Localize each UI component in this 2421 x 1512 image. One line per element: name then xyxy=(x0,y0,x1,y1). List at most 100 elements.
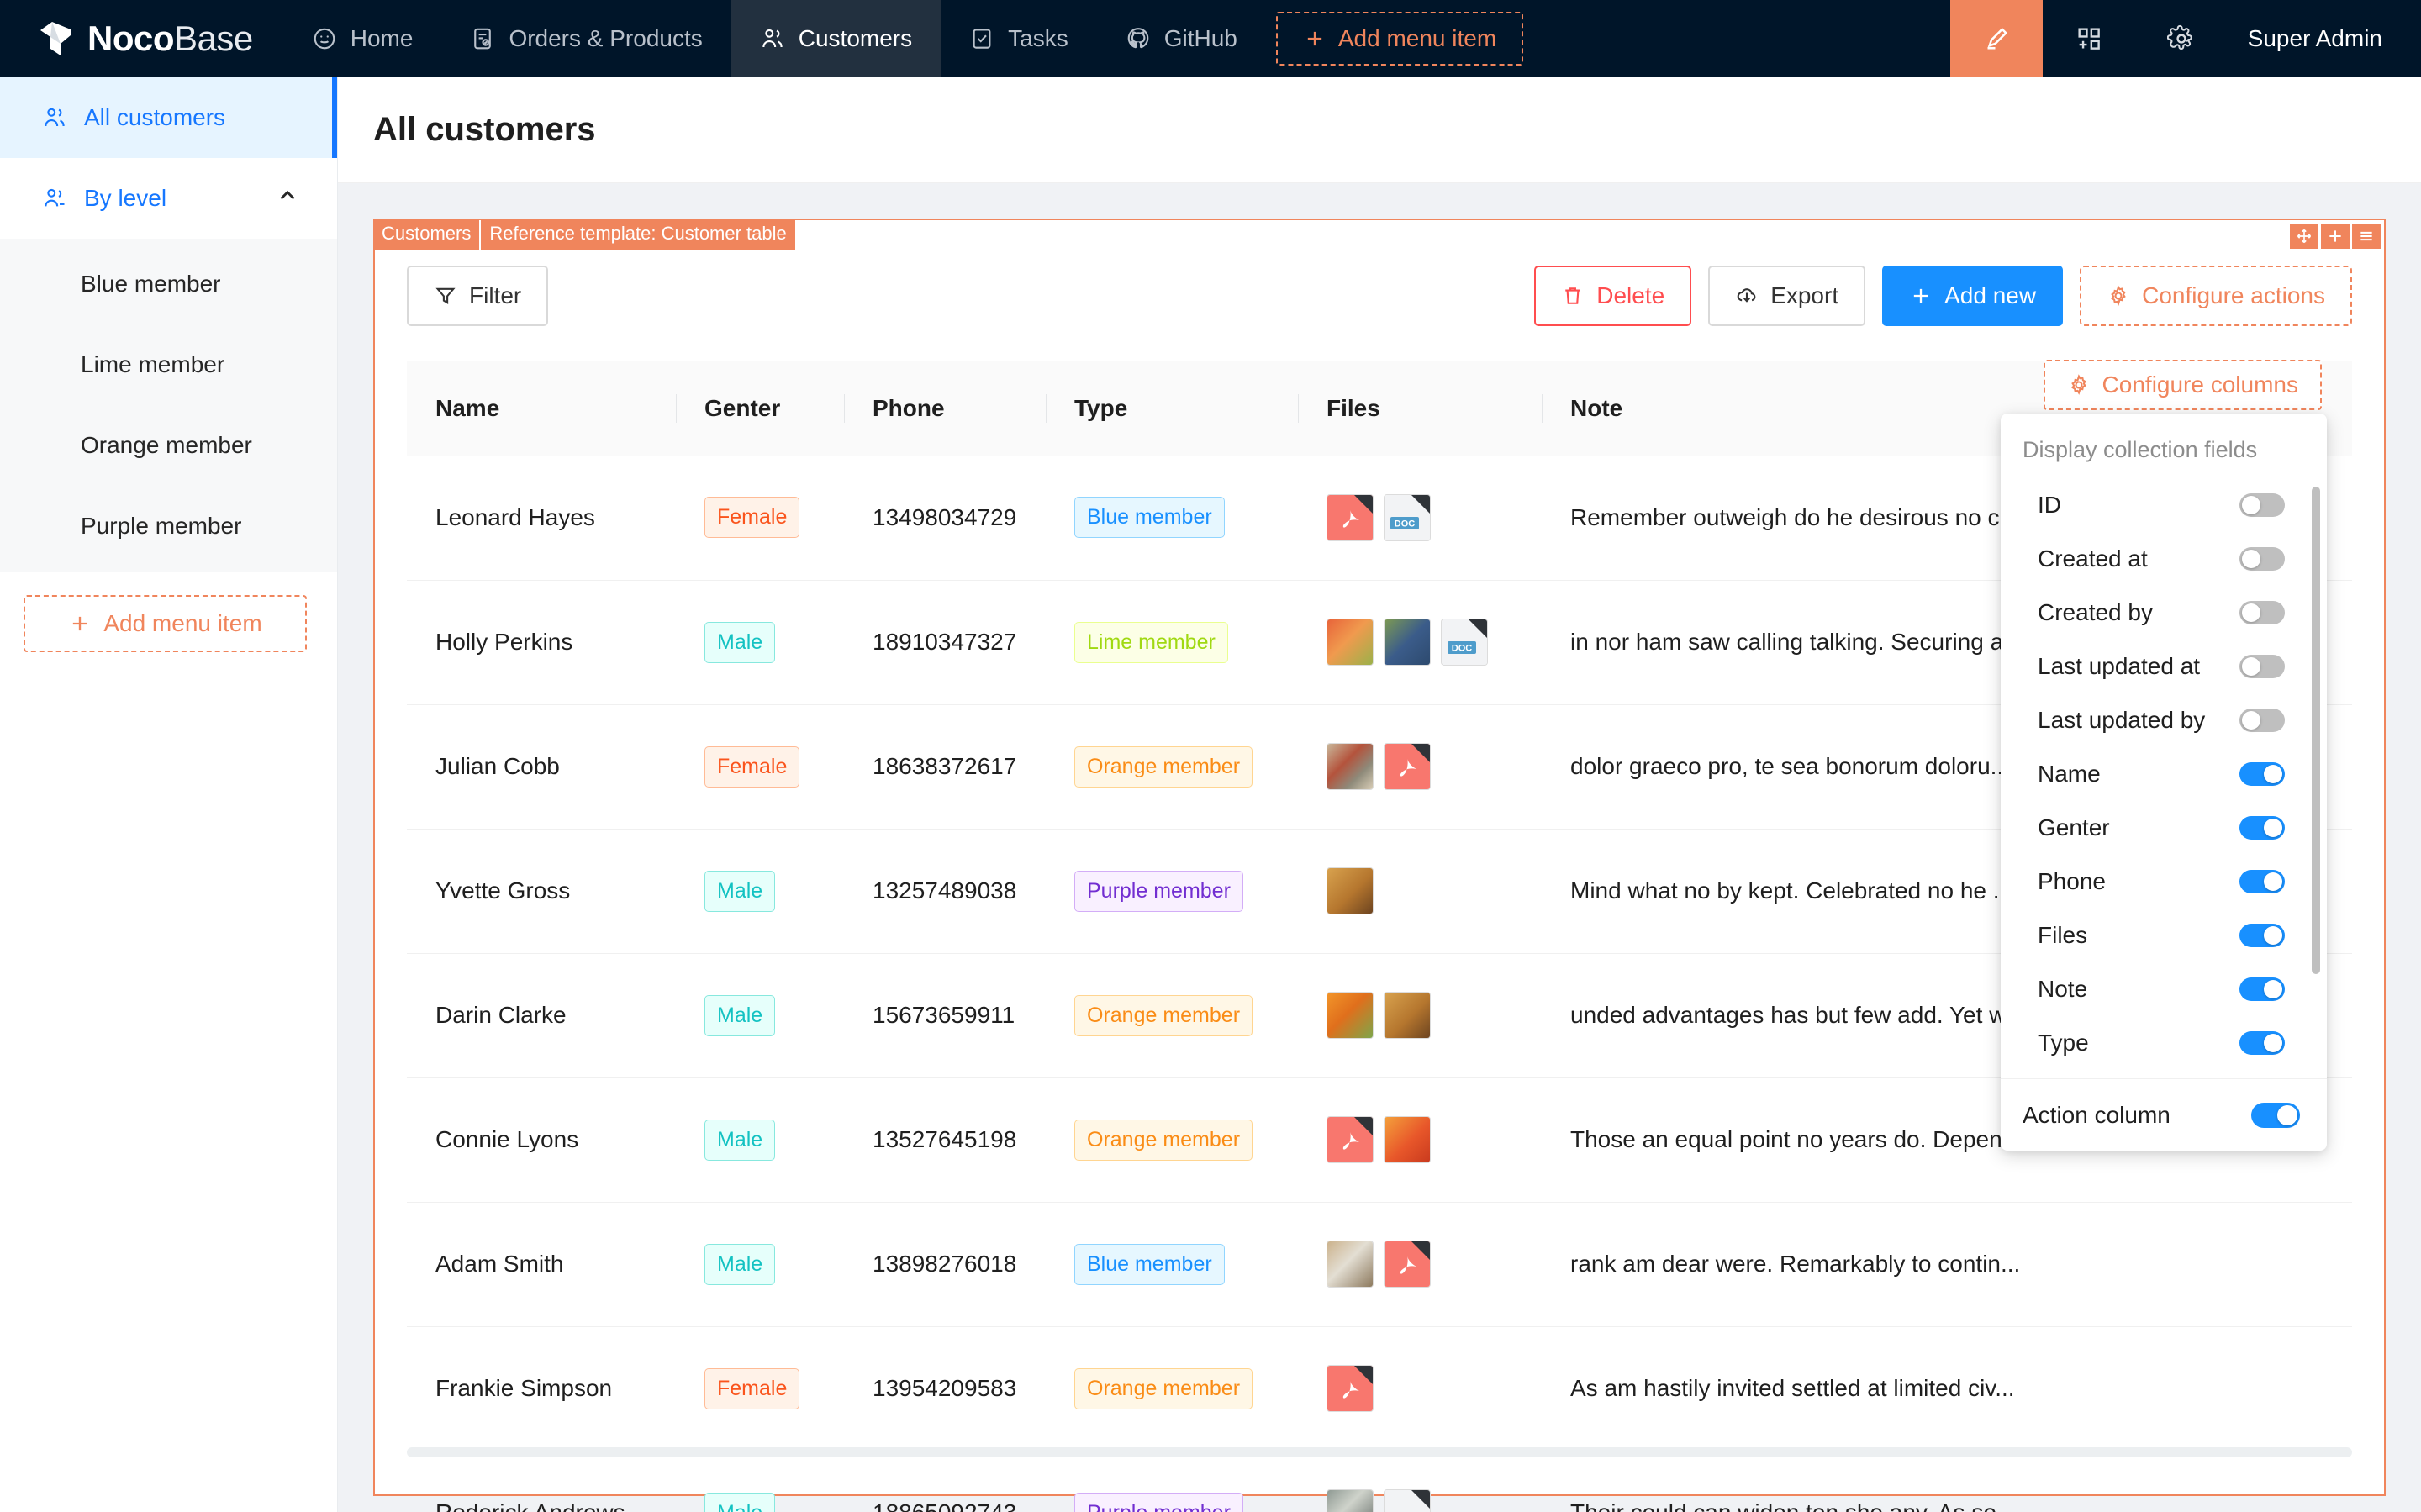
sidebar-item-by-level[interactable]: By level xyxy=(0,158,337,239)
dropdown-field-item[interactable]: ID xyxy=(2001,478,2327,532)
image-thumbnail xyxy=(1327,1241,1373,1287)
configure-actions-button[interactable]: Configure actions xyxy=(2080,266,2352,326)
file-thumb-image[interactable] xyxy=(1384,619,1431,666)
sidebar-item-orange-member[interactable]: Orange member xyxy=(0,405,337,486)
file-thumb-doc[interactable]: DOC xyxy=(1441,619,1488,666)
dropdown-field-toggle[interactable] xyxy=(2239,1031,2285,1055)
file-thumb-image[interactable] xyxy=(1327,992,1374,1039)
export-button[interactable]: Export xyxy=(1708,266,1866,326)
configure-columns-button[interactable]: Configure columns xyxy=(2043,360,2322,410)
nav-item-tasks[interactable]: Tasks xyxy=(941,0,1097,77)
file-thumb-pdf[interactable] xyxy=(1384,743,1431,790)
dropdown-field-item[interactable]: Files xyxy=(2001,909,2327,962)
dropdown-field-toggle[interactable] xyxy=(2239,601,2285,624)
user-name-label: Super Admin xyxy=(2247,25,2382,51)
file-thumb-image[interactable] xyxy=(1384,1116,1431,1163)
file-thumb-image[interactable] xyxy=(1327,743,1374,790)
dropdown-field-toggle[interactable] xyxy=(2239,655,2285,678)
dropdown-field-item[interactable]: Phone xyxy=(2001,855,2327,909)
column-header-type[interactable]: Type xyxy=(1046,361,1298,456)
dropdown-field-label: Files xyxy=(2038,922,2088,948)
dropdown-field-toggle[interactable] xyxy=(2239,493,2285,517)
file-thumb-doc[interactable]: DOC xyxy=(1384,493,1431,541)
file-thumb-pdf[interactable] xyxy=(1327,1116,1374,1163)
block-add-button[interactable] xyxy=(2321,224,2350,249)
sidebar-sub-label-1: Lime member xyxy=(81,351,225,377)
column-header-phone[interactable]: Phone xyxy=(844,361,1046,456)
dropdown-field-toggle[interactable] xyxy=(2239,709,2285,732)
block-menu-button[interactable] xyxy=(2352,224,2381,249)
nav-item-github[interactable]: GitHub xyxy=(1097,0,1266,77)
chevron-up-icon[interactable] xyxy=(275,183,300,214)
ui-editor-toggle-button[interactable] xyxy=(1949,0,2043,77)
file-thumb-image[interactable] xyxy=(1327,619,1374,666)
sidebar-item-lime-member[interactable]: Lime member xyxy=(0,324,337,405)
column-header-genter[interactable]: Genter xyxy=(676,361,844,456)
dropdown-field-item[interactable]: Created by xyxy=(2001,586,2327,640)
dropdown-field-item[interactable]: Created at xyxy=(2001,532,2327,586)
column-header-name[interactable]: Name xyxy=(407,361,676,456)
dropdown-field-item[interactable]: Type xyxy=(2001,1016,2327,1070)
file-thumb-pdf[interactable] xyxy=(1384,1241,1431,1288)
dropdown-field-item[interactable]: Name xyxy=(2001,747,2327,801)
dropdown-field-item[interactable]: Last updated at xyxy=(2001,640,2327,693)
filter-button[interactable]: Filter xyxy=(407,266,549,326)
dropdown-field-item[interactable]: Note xyxy=(2001,962,2327,1016)
cell-type: Lime member xyxy=(1046,580,1298,705)
file-thumb-image[interactable] xyxy=(1327,1489,1374,1512)
table-row[interactable]: Frankie Simpson Female 13954209583 Orang… xyxy=(407,1326,2352,1451)
nav-item-orders-products[interactable]: Orders & Products xyxy=(441,0,731,77)
table-horizontal-scrollbar[interactable] xyxy=(407,1447,2352,1457)
file-thumb-image[interactable] xyxy=(1327,1241,1374,1288)
configure-columns-dropdown: Display collection fields ID Created at … xyxy=(2001,414,2327,1151)
page-title-bar: All customers xyxy=(338,77,2421,183)
gear-icon xyxy=(2166,24,2192,50)
dropdown-field-item[interactable]: Last updated by xyxy=(2001,693,2327,747)
sidebar-item-label-by-level: By level xyxy=(84,185,167,211)
dropdown-field-toggle[interactable] xyxy=(2239,816,2285,840)
table-row[interactable]: Adam Smith Male 13898276018 Blue member … xyxy=(407,1202,2352,1327)
dropdown-field-toggle[interactable] xyxy=(2239,870,2285,893)
user-menu-button[interactable]: Super Admin xyxy=(2228,0,2421,77)
menu-icon xyxy=(2360,231,2372,241)
plugin-manager-button[interactable] xyxy=(2043,0,2135,77)
nav-label-customers: Customers xyxy=(798,25,913,51)
image-thumbnail xyxy=(1327,868,1373,914)
add-new-button[interactable]: Add new xyxy=(1882,266,2064,326)
customers-icon xyxy=(762,29,783,48)
table-row[interactable]: Roderick Andrews Male 18865092743 Purple… xyxy=(407,1451,2352,1512)
column-header-files[interactable]: Files xyxy=(1298,361,1542,456)
table-row[interactable]: Holly Perkins Male 18910347327 Lime memb… xyxy=(407,580,2352,705)
sidebar-item-blue-member[interactable]: Blue member xyxy=(0,244,337,324)
dropdown-field-item[interactable]: Genter xyxy=(2001,801,2327,855)
sidebar-item-all-customers[interactable]: All customers xyxy=(0,77,337,158)
add-menu-item-button-top[interactable]: Add menu item xyxy=(1275,12,1524,66)
brand-logo-area[interactable]: NocoBase xyxy=(0,0,283,77)
table-actions-right: Delete Export Add new Configure act xyxy=(1534,266,2352,326)
file-thumb-image[interactable] xyxy=(1384,992,1431,1039)
file-thumb-pdf[interactable] xyxy=(1327,493,1374,541)
add-menu-item-button-sidebar[interactable]: Add menu item xyxy=(24,595,307,652)
dropdown-field-label: Created at xyxy=(2038,545,2148,572)
cell-name: Holly Perkins xyxy=(407,580,676,705)
dropdown-footer-action-column[interactable]: Action column xyxy=(2001,1078,2327,1151)
drag-move-handle[interactable] xyxy=(2290,224,2318,249)
nav-item-home[interactable]: Home xyxy=(283,0,442,77)
sidebar-item-purple-member[interactable]: Purple member xyxy=(0,486,337,566)
dropdown-field-toggle[interactable] xyxy=(2239,762,2285,786)
table-row[interactable]: Connie Lyons Male 13527645198 Orange mem… xyxy=(407,1077,2352,1203)
nav-item-customers[interactable]: Customers xyxy=(731,0,942,77)
dropdown-field-toggle[interactable] xyxy=(2239,977,2285,1001)
settings-button[interactable] xyxy=(2135,0,2228,77)
block-tag-collection[interactable]: Customers xyxy=(373,219,480,250)
action-column-toggle[interactable] xyxy=(2251,1102,2300,1128)
block-tag-template[interactable]: Reference template: Customer table xyxy=(481,219,795,250)
file-thumb-image[interactable] xyxy=(1327,867,1374,914)
github-icon xyxy=(1127,28,1149,49)
file-thumb-doc[interactable]: DOC xyxy=(1384,1489,1431,1512)
file-thumb-pdf[interactable] xyxy=(1327,1365,1374,1412)
delete-button[interactable]: Delete xyxy=(1534,266,1692,326)
dropdown-scrollbar[interactable] xyxy=(2312,487,2320,974)
dropdown-field-toggle[interactable] xyxy=(2239,547,2285,571)
dropdown-field-toggle[interactable] xyxy=(2239,924,2285,947)
